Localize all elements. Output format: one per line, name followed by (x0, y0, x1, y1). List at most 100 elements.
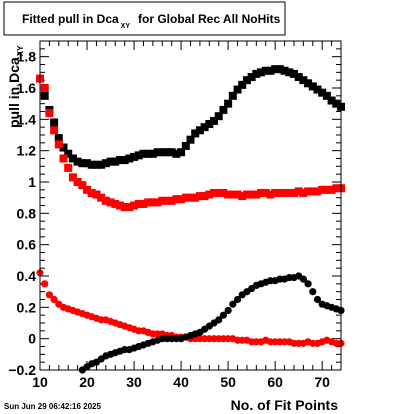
data-point (78, 181, 87, 190)
series-3 (78, 272, 345, 374)
y-tick-label: 1.2 (17, 143, 37, 159)
data-point (327, 185, 336, 194)
data-point (115, 201, 124, 210)
data-point (238, 80, 247, 89)
data-point (97, 160, 106, 169)
data-point (106, 157, 115, 166)
data-point (285, 188, 294, 197)
data-point (73, 178, 82, 186)
data-point (130, 201, 139, 210)
y-tick-label: 0.8 (17, 205, 37, 221)
data-point (134, 199, 143, 208)
data-point (83, 159, 92, 168)
data-point (308, 82, 317, 91)
data-point (304, 187, 313, 196)
x-tick-label: 70 (314, 374, 330, 390)
y-tick-label: 1 (28, 174, 36, 190)
data-point (162, 148, 171, 157)
data-point (313, 187, 322, 196)
data-point (172, 149, 181, 158)
y-tick-label: 1.6 (17, 80, 37, 96)
data-point (261, 66, 270, 75)
data-point (177, 148, 186, 157)
data-point (125, 154, 134, 163)
x-tick-label: 30 (126, 374, 142, 390)
data-point (210, 116, 219, 125)
data-point (271, 65, 280, 74)
data-point (195, 126, 204, 135)
data-point (266, 190, 275, 199)
data-point (233, 190, 242, 199)
data-point (45, 291, 54, 299)
data-point (40, 84, 49, 92)
data-point (228, 190, 237, 199)
data-point (219, 105, 228, 114)
data-point (280, 188, 289, 197)
x-tick-label: 60 (267, 374, 283, 390)
data-point (318, 185, 327, 194)
y-tick-label: −0.2 (8, 362, 36, 378)
data-point (200, 123, 209, 132)
data-point (186, 193, 195, 202)
data-point (322, 91, 331, 100)
data-point (153, 198, 162, 207)
data-point (214, 112, 223, 121)
data-point (50, 126, 59, 135)
plot-frame (39, 40, 342, 371)
data-point (158, 196, 167, 205)
data-point (299, 275, 307, 283)
data-point (167, 196, 176, 205)
data-point (294, 187, 303, 196)
data-point (144, 149, 153, 158)
data-point (87, 160, 96, 169)
data-marks (36, 65, 345, 374)
data-point (215, 316, 223, 324)
data-point (252, 190, 261, 199)
data-point (271, 188, 280, 197)
data-point (304, 79, 313, 88)
data-point (228, 91, 237, 100)
data-point (332, 184, 341, 193)
data-point (322, 185, 331, 194)
data-point (125, 203, 134, 212)
data-point (101, 159, 110, 168)
data-point (318, 88, 327, 97)
data-point (54, 134, 63, 143)
data-point (40, 91, 49, 100)
x-tick-label: 10 (32, 374, 48, 390)
data-point (233, 85, 242, 94)
y-tick-label: 1.4 (17, 111, 37, 127)
data-point (242, 190, 251, 199)
data-point (252, 69, 261, 78)
data-point (59, 154, 68, 163)
data-point (64, 163, 73, 172)
data-point (200, 192, 209, 201)
data-point (233, 295, 242, 304)
data-point (309, 288, 317, 296)
data-point (106, 198, 115, 207)
data-point (280, 66, 289, 75)
data-point (214, 188, 223, 197)
data-point (158, 148, 167, 157)
data-point (261, 188, 270, 197)
data-point (289, 188, 298, 197)
y-axis-label: pull in DcaXY (6, 45, 25, 128)
data-point (83, 185, 92, 194)
data-point (289, 69, 298, 78)
data-point (219, 188, 228, 197)
data-point (68, 154, 77, 163)
y-tick-label: 1.8 (17, 49, 37, 65)
data-point (294, 73, 303, 82)
x-tick-label: 20 (79, 374, 95, 390)
data-point (120, 156, 129, 165)
data-point (224, 190, 233, 199)
chart-title-suffix: for Global Rec All NoHits (138, 12, 281, 26)
data-point (332, 99, 341, 108)
x-tick-label: 40 (173, 374, 189, 390)
tick-labels: 10 20 30 40 50 60 70 −0.2 0 0.2 0.4 0.6 0.8 1 1.2 1.4 1.… (8, 49, 330, 390)
data-point (181, 193, 190, 202)
data-point (41, 280, 49, 288)
data-point (97, 193, 106, 202)
data-point (115, 156, 124, 165)
